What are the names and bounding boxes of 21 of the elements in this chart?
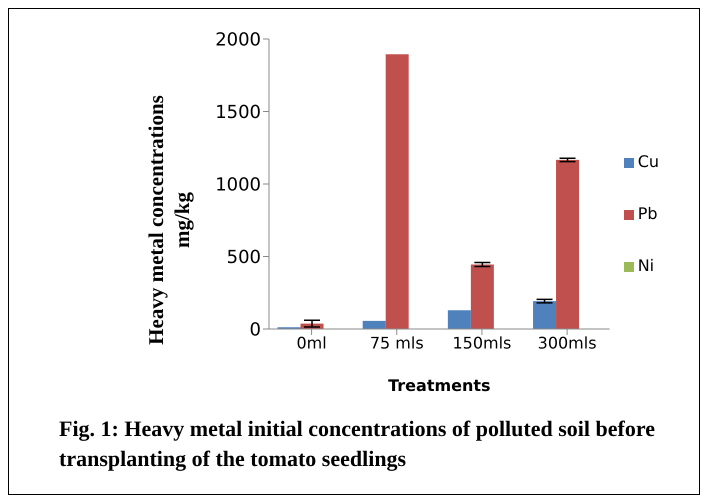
y-axis-title: Heavy metal concentrations mg/kg [143,94,195,347]
bar [386,54,409,329]
y-tick-label: 2000 [215,29,261,50]
text: Fig. 1: Heavy metal initial concentrations of polluted soil before transplanting of the tomato seedlings [59,415,656,473]
y-tick-label: 1000 [215,174,261,196]
bar [470,264,494,329]
y-tick-label: 1500 [215,102,261,123]
y-tick-label: 0 [250,319,261,340]
bar [362,320,386,329]
legend-label: Pb [638,204,658,223]
y-tick-label: 500 [226,246,261,268]
x-tick-label: 0ml [296,333,327,352]
x-tick-label: 150mls [452,333,512,352]
bar [533,301,556,329]
x-axis-title: Treatments [388,376,491,395]
x-tick-label: 300mls [538,333,597,352]
bar [448,310,471,329]
legend-label: Ni [638,256,654,275]
legend-label: Cu [638,152,659,171]
x-tick-label: 75 mls [370,333,424,352]
bar [556,160,580,329]
